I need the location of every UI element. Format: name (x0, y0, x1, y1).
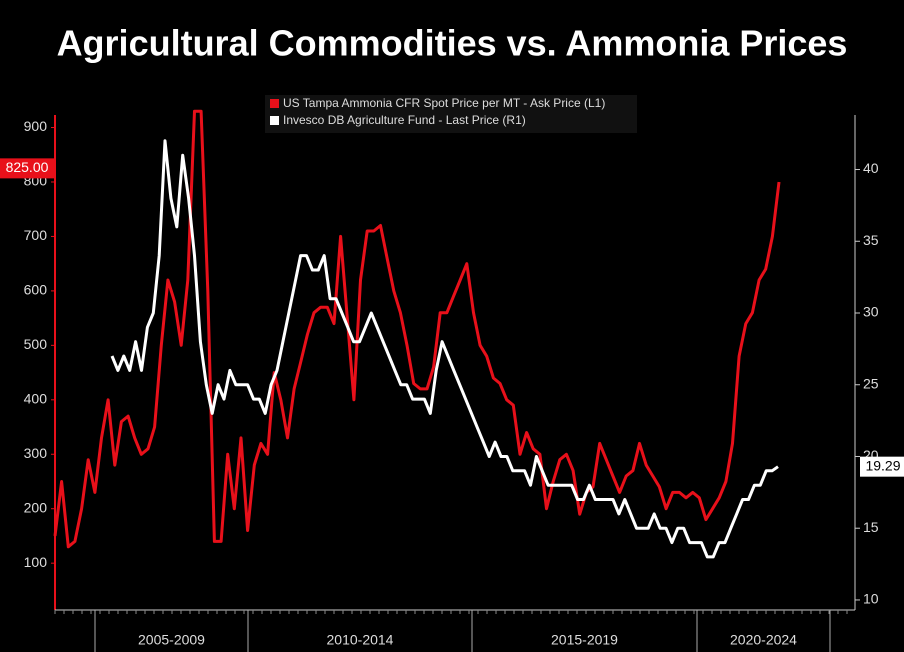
y-tick-label: 500 (24, 336, 48, 352)
y2-tick-label: 40 (863, 160, 879, 176)
legend-swatch (270, 116, 279, 125)
legend-label: Invesco DB Agriculture Fund - Last Price… (283, 113, 526, 127)
y-tick-label: 300 (24, 445, 48, 461)
x-tick-label: 2020-2024 (730, 632, 797, 648)
y2-tick-label: 10 (863, 591, 879, 607)
y-tick-label: 400 (24, 391, 48, 407)
legend-swatch (270, 99, 279, 108)
chart-title: Agricultural Commodities vs. Ammonia Pri… (57, 23, 848, 64)
legend-label: US Tampa Ammonia CFR Spot Price per MT -… (283, 96, 605, 110)
last-value-badge (0, 158, 55, 179)
y-tick-label: 100 (24, 554, 48, 570)
series-line (110, 139, 779, 559)
last-value-badge (860, 456, 904, 477)
y2-tick-label: 35 (863, 232, 879, 248)
y2-tick-label: 25 (863, 375, 879, 391)
y-tick-label: 200 (24, 499, 48, 515)
legend (265, 95, 637, 133)
x-tick-label: 2015-2019 (551, 632, 618, 648)
y2-tick-label: 15 (863, 519, 879, 535)
y2-tick-label: 30 (863, 304, 879, 320)
last-value-label: 19.29 (865, 457, 900, 473)
last-value-label: 825.00 (6, 159, 49, 175)
x-tick-label: 2005-2009 (138, 632, 205, 648)
series-line (53, 109, 781, 549)
y-tick-label: 600 (24, 282, 48, 298)
y-tick-label: 700 (24, 227, 48, 243)
x-tick-label: 2010-2014 (327, 632, 394, 648)
y-tick-label: 900 (24, 118, 48, 134)
